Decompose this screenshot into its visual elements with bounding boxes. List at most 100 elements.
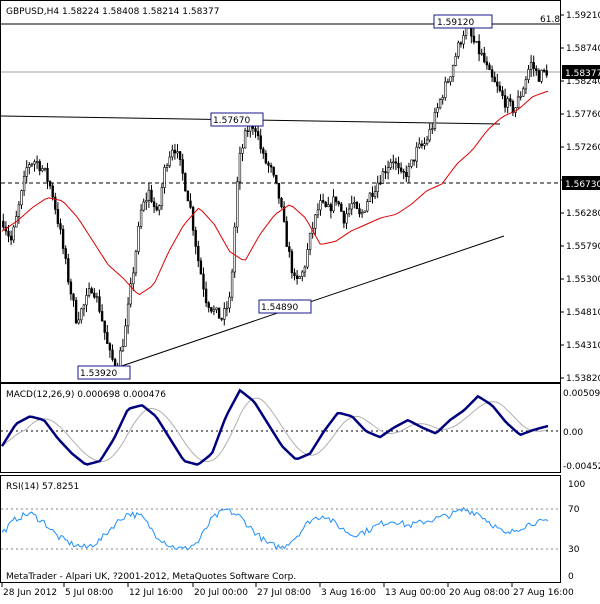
candle-body — [529, 62, 533, 70]
candle-body — [316, 209, 320, 216]
candle-body — [462, 35, 465, 45]
candle-body — [386, 167, 390, 174]
candle-body — [204, 288, 208, 304]
candle-body — [35, 161, 39, 163]
candle-body — [275, 174, 278, 184]
candle-body — [347, 208, 351, 215]
candle-body — [394, 161, 398, 164]
candle-body — [532, 62, 535, 69]
candle-body — [446, 81, 450, 84]
candle-body — [210, 307, 213, 312]
time-tick-label: 28 Jun 2012 — [3, 588, 57, 598]
candle-body — [82, 304, 86, 310]
candle-body — [98, 296, 101, 312]
candle-body — [267, 162, 270, 166]
candle-body — [293, 272, 296, 276]
candle-body — [38, 161, 41, 172]
candle-body — [431, 128, 434, 130]
candle-body — [72, 293, 75, 301]
candle-body — [95, 296, 99, 299]
rsi-tick-30: 30 — [568, 545, 580, 555]
candle-body — [490, 69, 494, 78]
price-label-high: 1.59120 — [433, 14, 493, 29]
time-tick-label: 5 Jul 08:00 — [65, 588, 114, 598]
candle-body — [340, 203, 343, 212]
candle-body — [405, 171, 408, 178]
candle-body — [306, 249, 309, 268]
candle-body — [412, 159, 416, 162]
candle-body — [199, 260, 203, 275]
candle-body — [399, 167, 403, 172]
candle-body — [373, 191, 377, 197]
candle-body — [363, 210, 366, 213]
macd-main-line — [0, 388, 549, 466]
candle-body — [2, 220, 5, 228]
candle-body — [225, 307, 229, 310]
price-tick-label: 1.54310 — [566, 341, 600, 351]
candle-body — [48, 181, 52, 187]
candle-body — [132, 272, 135, 285]
candle-body — [272, 166, 275, 176]
price-tick-label: 1.58240 — [566, 77, 600, 87]
candle-body — [321, 200, 325, 203]
candle-body — [22, 176, 26, 191]
candle-body — [80, 308, 83, 321]
candle-body — [20, 190, 23, 206]
level-price-box: 1.56730 — [562, 176, 600, 190]
candle-body — [345, 213, 348, 224]
price-tick-label: 1.59210 — [566, 11, 600, 21]
candle-body — [332, 196, 335, 212]
candle-body — [488, 64, 491, 71]
candle-body — [103, 320, 106, 333]
candle-body — [134, 251, 138, 274]
candle-body — [423, 143, 426, 146]
candle-body — [397, 162, 400, 169]
candle-body — [425, 139, 429, 144]
candle-body — [56, 209, 60, 224]
candle-body — [43, 167, 47, 170]
candle-body — [69, 281, 73, 295]
candle-body — [449, 76, 452, 83]
candle-body — [233, 226, 236, 273]
rsi-tick-100: 100 — [568, 480, 585, 490]
candle-body — [480, 52, 483, 55]
candle-body — [191, 207, 195, 231]
candle-body — [503, 95, 507, 108]
price-label-mid-text: 1.57670 — [213, 116, 250, 126]
price-label-swing-low: 1.54890 — [258, 299, 312, 314]
candle-body — [477, 40, 481, 55]
time-tick-label: 3 Aug 16:00 — [321, 588, 376, 598]
candle-body — [514, 107, 517, 113]
candle-body — [246, 130, 249, 132]
candle-body — [165, 165, 169, 168]
candle-body — [46, 167, 49, 182]
candle-body — [207, 302, 210, 308]
candle-body — [324, 201, 327, 207]
candle-body — [314, 214, 317, 229]
candle-body — [215, 307, 218, 311]
rsi-pane — [0, 475, 561, 583]
candle-body — [483, 52, 486, 63]
candle-body — [189, 200, 192, 208]
candle-body — [459, 42, 463, 45]
candle-body — [178, 151, 182, 160]
price-pane — [0, 0, 561, 383]
candle-body — [220, 318, 223, 320]
candle-body — [301, 271, 304, 277]
price-axis: 1.59210 1.58740 1.58240 1.57760 1.57260 1.567… — [560, 11, 600, 384]
candle-body — [173, 149, 177, 154]
candle-body — [223, 308, 226, 320]
price-tick-label: 1.55790 — [566, 242, 600, 252]
macd-title: MACD(12,26,9) 0.000698 0.000476 — [6, 390, 166, 400]
candle-body — [470, 27, 473, 37]
macd-tick-top: 0.00509 — [563, 389, 600, 399]
candle-body — [327, 204, 330, 207]
candle-body — [545, 70, 548, 76]
candle-body — [451, 65, 455, 78]
candle-body — [472, 35, 476, 43]
candle-body — [506, 98, 509, 108]
candle-body — [280, 197, 283, 208]
candle-body — [542, 69, 546, 72]
candle-body — [145, 200, 148, 203]
candle-body — [77, 319, 80, 324]
